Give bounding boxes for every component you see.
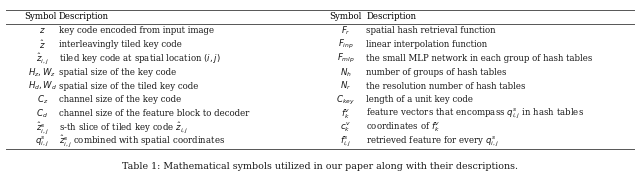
Text: $f^s_{i,j}$: $f^s_{i,j}$ bbox=[340, 134, 351, 149]
Text: $F_{mlp}$: $F_{mlp}$ bbox=[337, 52, 355, 65]
Text: $H_z, W_z$: $H_z, W_z$ bbox=[28, 66, 56, 78]
Text: $z$: $z$ bbox=[39, 26, 45, 35]
Text: $\hat{z}_{i,j}$: $\hat{z}_{i,j}$ bbox=[36, 51, 49, 66]
Text: number of groups of hash tables: number of groups of hash tables bbox=[366, 68, 507, 77]
Text: $c^v_k$: $c^v_k$ bbox=[340, 121, 351, 134]
Text: Description: Description bbox=[366, 12, 416, 21]
Text: spatial hash retrieval function: spatial hash retrieval function bbox=[366, 26, 495, 35]
Text: the resolution number of hash tables: the resolution number of hash tables bbox=[366, 82, 525, 91]
Text: $H_d, W_d$: $H_d, W_d$ bbox=[28, 80, 57, 92]
Text: feature vectors that encompass $q^s_{i,j}$ in hash tables: feature vectors that encompass $q^s_{i,j… bbox=[366, 107, 584, 121]
Text: spatial size of the tiled key code: spatial size of the tiled key code bbox=[59, 82, 198, 91]
Text: key code encoded from input image: key code encoded from input image bbox=[59, 26, 214, 35]
Text: Symbol: Symbol bbox=[330, 12, 362, 21]
Text: channel size of the feature block to decoder: channel size of the feature block to dec… bbox=[59, 109, 249, 118]
Text: $F_{inp}$: $F_{inp}$ bbox=[338, 38, 353, 51]
Text: $\hat{z}^s_{i,j}$ combined with spatial coordinates: $\hat{z}^s_{i,j}$ combined with spatial … bbox=[59, 134, 225, 149]
Text: $f^v_k$: $f^v_k$ bbox=[341, 107, 350, 121]
Text: $N_r$: $N_r$ bbox=[340, 80, 351, 92]
Text: retrieved feature for every $q^s_{i,j}$: retrieved feature for every $q^s_{i,j}$ bbox=[366, 134, 499, 149]
Text: $\hat{z}^s_{i,j}$: $\hat{z}^s_{i,j}$ bbox=[36, 120, 49, 136]
Text: $C_d$: $C_d$ bbox=[36, 108, 48, 120]
Text: tiled key code at spatial location $(i, j)$: tiled key code at spatial location $(i, … bbox=[59, 52, 221, 65]
Text: $N_h$: $N_h$ bbox=[340, 66, 351, 78]
Text: $C_z$: $C_z$ bbox=[36, 94, 48, 106]
Text: interleavingly tiled key code: interleavingly tiled key code bbox=[59, 40, 182, 49]
Text: $F_r$: $F_r$ bbox=[340, 24, 351, 37]
Text: Description: Description bbox=[59, 12, 109, 21]
Text: length of a unit key code: length of a unit key code bbox=[366, 95, 473, 104]
Text: the small MLP network in each group of hash tables: the small MLP network in each group of h… bbox=[366, 54, 593, 63]
Text: $C_{key}$: $C_{key}$ bbox=[336, 93, 355, 107]
Text: Symbol: Symbol bbox=[24, 12, 57, 21]
Text: $\hat{z}$: $\hat{z}$ bbox=[39, 38, 45, 51]
Text: Table 1: Mathematical symbols utilized in our paper along with their description: Table 1: Mathematical symbols utilized i… bbox=[122, 162, 518, 171]
Text: s-th slice of tiled key code $\hat{z}_{i,j}$: s-th slice of tiled key code $\hat{z}_{i… bbox=[59, 120, 188, 135]
Text: coordinates of $f^v_k$: coordinates of $f^v_k$ bbox=[366, 121, 440, 134]
Text: channel size of the key code: channel size of the key code bbox=[59, 95, 181, 104]
Text: $q^s_{i,j}$: $q^s_{i,j}$ bbox=[35, 134, 49, 149]
Text: spatial size of the key code: spatial size of the key code bbox=[59, 68, 176, 77]
Text: linear interpolation function: linear interpolation function bbox=[366, 40, 487, 49]
